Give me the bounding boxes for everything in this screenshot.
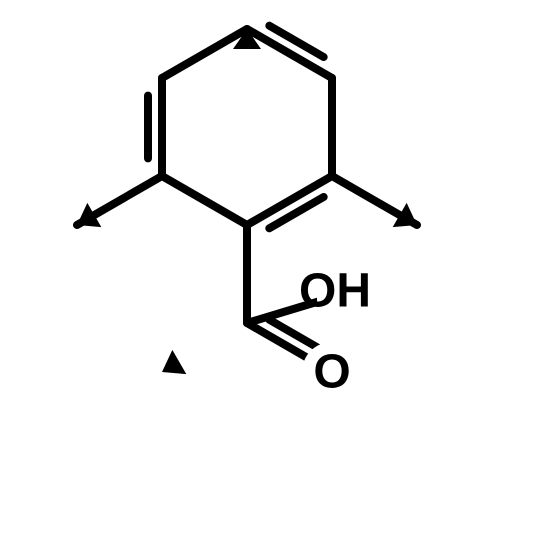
atom-label-OH: OH: [299, 265, 371, 318]
molecule-canvas: O OH: [0, 0, 533, 533]
atom-label-O1: O: [313, 346, 350, 399]
background: [0, 0, 533, 533]
